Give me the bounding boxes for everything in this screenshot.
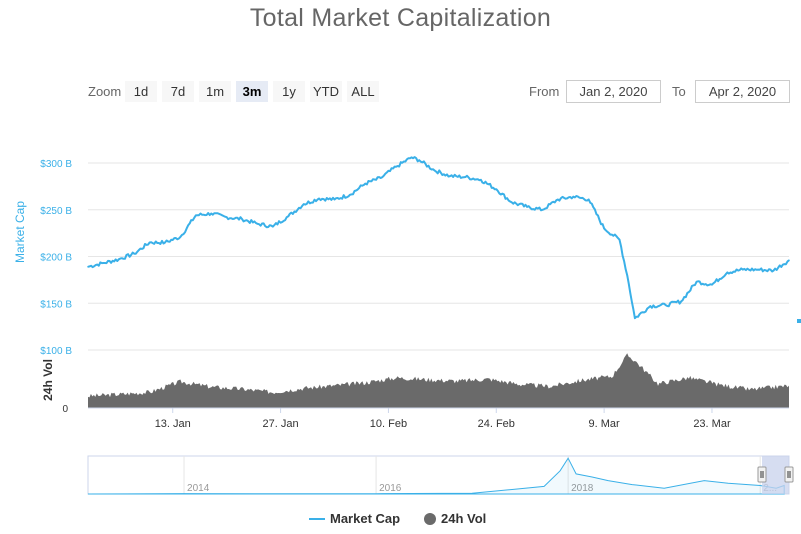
market-cap-point [772, 269, 775, 272]
series-end-marker [797, 319, 801, 323]
volume-area [88, 353, 789, 408]
market-cap-point [587, 198, 590, 201]
zoom-button-ytd[interactable]: YTD [310, 81, 342, 102]
market-cap-point [757, 268, 759, 271]
from-date-input[interactable]: Jan 2, 2020 [566, 80, 661, 103]
x-tick-label: 10. Feb [370, 418, 407, 430]
market-cap-point [495, 188, 498, 190]
market-cap-point [133, 252, 136, 255]
market-cap-point [195, 214, 197, 217]
market-cap-point [410, 156, 413, 159]
market-cap-point [179, 236, 182, 238]
market-cap-point [302, 203, 305, 205]
market-cap-point [433, 169, 436, 172]
legend-item-24h-vol[interactable]: 24h Vol [441, 511, 487, 526]
market-cap-point [711, 283, 713, 286]
market-cap-point [557, 198, 559, 201]
market-cap-point [118, 258, 120, 261]
market-cap-point [726, 271, 729, 274]
market-cap-point [541, 208, 544, 211]
zoom-label: Zoom [88, 84, 122, 99]
market-cap-point [695, 280, 698, 283]
market-cap-point [634, 317, 636, 320]
x-tick-label: 24. Feb [478, 418, 515, 430]
market-cap-point [87, 265, 89, 268]
y-tick-label-200: $200 B [40, 253, 72, 264]
market-cap-point [395, 165, 397, 168]
from-label: From [529, 84, 560, 99]
to-label: To [672, 84, 686, 99]
zoom-button-1d[interactable]: 1d [125, 81, 157, 102]
market-cap-point [480, 179, 482, 181]
y-axis-title-volume: 24h Vol [41, 359, 55, 401]
x-tick-label: 27. Jan [263, 418, 299, 430]
zoom-button-all[interactable]: ALL [347, 81, 379, 102]
market-cap-point [364, 182, 367, 185]
navigator-tick-label: 2016 [379, 483, 402, 494]
market-cap-point [210, 212, 213, 215]
market-cap-point [102, 262, 105, 264]
market-cap-point [510, 201, 513, 204]
market-cap-point [272, 225, 274, 228]
legend-item-market-cap[interactable]: Market Cap [330, 511, 401, 526]
market-cap-point [603, 227, 605, 230]
y-tick-label-100: $100 B [40, 346, 72, 357]
market-cap-point [318, 197, 320, 200]
chart-title: Total Market Capitalization [249, 4, 552, 32]
market-cap-point [349, 193, 351, 196]
y-tick-label-150: $150 B [40, 299, 72, 310]
market-cap-point [148, 241, 151, 244]
market-cap-line [87, 156, 790, 320]
zoom-button-7d[interactable]: 7d [162, 81, 194, 102]
market-cap-point [664, 304, 667, 306]
zoom-button-1m[interactable]: 1m [199, 81, 231, 102]
market-cap-point [464, 176, 467, 178]
navigator-tick-label: 2018 [571, 483, 594, 494]
y-tick-label-300: $300 B [40, 159, 72, 170]
navigator-left-handle[interactable] [757, 466, 767, 483]
market-cap-point [618, 238, 621, 241]
x-tick-label: 23. Mar [693, 418, 731, 430]
market-cap-point [741, 268, 744, 271]
market-cap-point [225, 216, 228, 219]
market-cap-point [333, 198, 336, 201]
navigator-tick-label: 2014 [187, 483, 210, 494]
market-cap-point [164, 241, 166, 244]
market-cap-point [241, 218, 243, 220]
x-tick-label: 9. Mar [589, 418, 621, 430]
to-date-input[interactable]: Apr 2, 2020 [695, 80, 790, 103]
market-cap-point [256, 222, 259, 225]
zoom-button-1y[interactable]: 1y [273, 81, 305, 102]
market-cap-point [379, 177, 382, 179]
market-cap-point [449, 175, 451, 177]
x-tick-label: 13. Jan [155, 418, 191, 430]
market-cap-point [649, 305, 652, 307]
market-cap-point [572, 195, 575, 198]
y-tick-label-250: $250 B [40, 206, 72, 217]
market-cap-point [418, 159, 421, 161]
market-cap-point [526, 206, 528, 208]
zoom-button-3m[interactable]: 3m [236, 81, 268, 102]
market-cap-point [680, 300, 682, 303]
navigator-right-handle[interactable] [784, 466, 794, 483]
y-axis-title-market-cap: Market Cap [13, 201, 27, 263]
market-cap-point [287, 215, 290, 218]
volume-y-tick-label: 0 [62, 404, 68, 415]
market-cap-point [788, 259, 790, 262]
market-cap-point [626, 274, 629, 277]
